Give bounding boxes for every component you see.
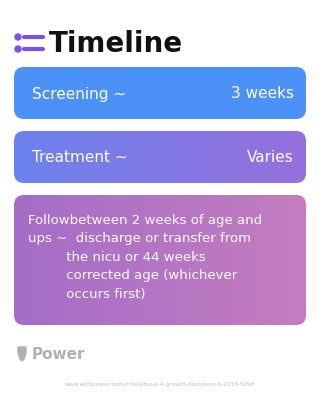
Text: Screening ~: Screening ~	[32, 86, 126, 101]
Circle shape	[15, 47, 21, 53]
Text: Timeline: Timeline	[49, 30, 183, 58]
Text: Followbetween 2 weeks of age and
ups ~  discharge or transfer from
         the : Followbetween 2 weeks of age and ups ~ d…	[28, 213, 262, 300]
Text: www.withpower.com/trial/phase-4-growth-disorders-6-2019-f2fef: www.withpower.com/trial/phase-4-growth-d…	[65, 382, 255, 386]
Text: Treatment ~: Treatment ~	[32, 150, 128, 165]
Text: Power: Power	[32, 347, 85, 362]
Text: Varies: Varies	[247, 150, 294, 165]
Text: 3 weeks: 3 weeks	[231, 86, 294, 101]
FancyBboxPatch shape	[14, 68, 306, 120]
Polygon shape	[18, 347, 26, 361]
Circle shape	[15, 35, 21, 41]
